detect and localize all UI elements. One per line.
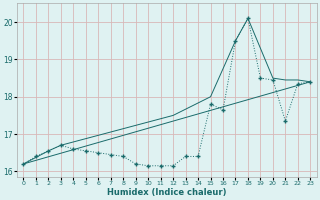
X-axis label: Humidex (Indice chaleur): Humidex (Indice chaleur) [107,188,227,197]
